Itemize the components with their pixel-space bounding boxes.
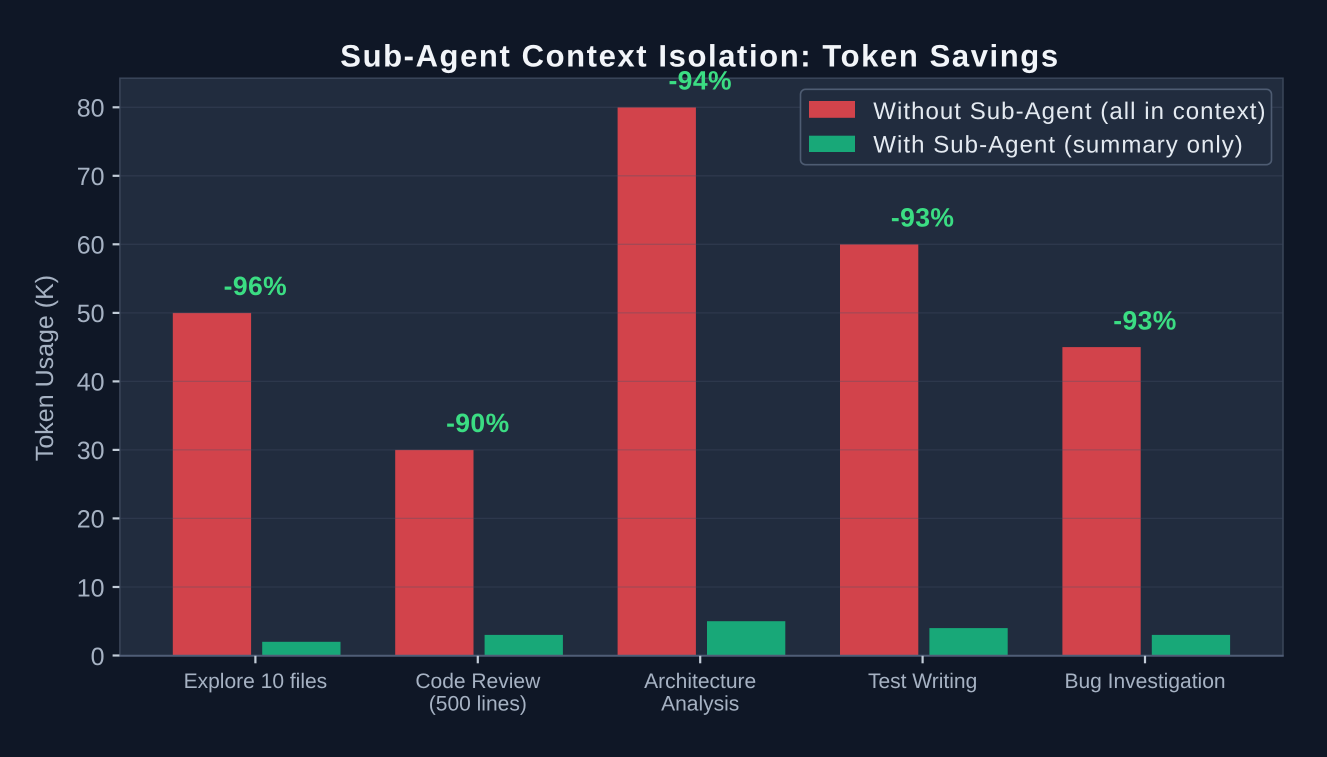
svg-text:Architecture: Architecture bbox=[644, 670, 756, 693]
svg-text:With Sub-Agent (summary only): With Sub-Agent (summary only) bbox=[873, 132, 1244, 159]
svg-text:0: 0 bbox=[91, 643, 105, 671]
svg-text:Code Review: Code Review bbox=[415, 670, 541, 693]
svg-text:Sub-Agent Context Isolation: T: Sub-Agent Context Isolation: Token Savin… bbox=[340, 39, 1059, 74]
svg-text:30: 30 bbox=[77, 437, 105, 465]
svg-text:-94%: -94% bbox=[668, 66, 731, 96]
svg-text:(500 lines): (500 lines) bbox=[429, 692, 527, 715]
svg-text:-93%: -93% bbox=[891, 203, 954, 233]
svg-text:60: 60 bbox=[77, 232, 105, 260]
svg-text:-90%: -90% bbox=[446, 408, 509, 438]
svg-text:Test Writing: Test Writing bbox=[868, 670, 977, 693]
svg-text:Analysis: Analysis bbox=[661, 692, 739, 715]
svg-text:40: 40 bbox=[77, 369, 105, 397]
svg-text:-93%: -93% bbox=[1113, 305, 1176, 335]
svg-text:Bug Investigation: Bug Investigation bbox=[1064, 670, 1225, 693]
svg-text:70: 70 bbox=[77, 163, 105, 191]
svg-text:20: 20 bbox=[77, 506, 105, 534]
svg-text:50: 50 bbox=[77, 300, 105, 328]
svg-text:Explore 10 files: Explore 10 files bbox=[184, 670, 328, 693]
svg-text:80: 80 bbox=[77, 95, 105, 123]
svg-text:Token Usage (K): Token Usage (K) bbox=[31, 275, 59, 461]
svg-text:10: 10 bbox=[77, 574, 105, 602]
svg-text:-96%: -96% bbox=[224, 271, 287, 301]
svg-text:Without Sub-Agent (all in cont: Without Sub-Agent (all in context) bbox=[873, 98, 1266, 125]
